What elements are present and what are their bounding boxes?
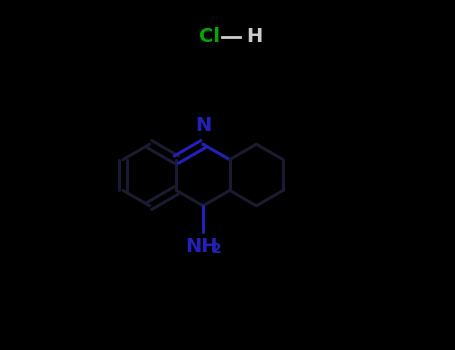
Text: Cl: Cl <box>199 27 221 46</box>
Text: N: N <box>195 117 211 135</box>
Text: 2: 2 <box>212 242 221 256</box>
Text: NH: NH <box>185 237 217 256</box>
Text: H: H <box>247 27 263 46</box>
